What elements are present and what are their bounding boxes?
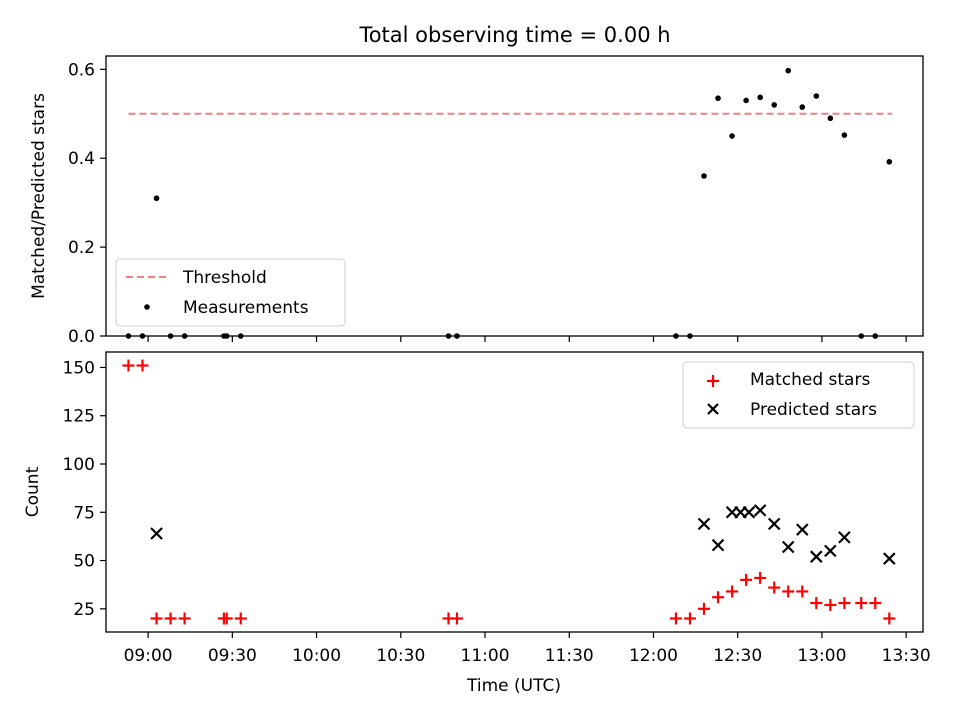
bottom-y-axis-label: Count	[23, 466, 43, 517]
predicted-star-point	[883, 552, 896, 565]
matched-star-point	[869, 597, 882, 610]
predicted-star-point	[810, 550, 823, 563]
predicted-star-point	[711, 538, 725, 552]
predicted-star-point	[781, 540, 795, 554]
top-yticks: 0.0 0.2 0.4 0.6	[68, 60, 106, 347]
bottom-legend: Matched stars Predicted stars	[682, 361, 915, 429]
matched-star-point	[164, 612, 177, 625]
bottom-ytick-label: 125	[63, 407, 95, 427]
figure-title: Total observing time = 0.00 h	[358, 23, 670, 47]
bottom-yticks: 25 50 75 100 125 150	[63, 358, 106, 620]
measurement-point	[715, 95, 721, 102]
predicted-star-point	[767, 517, 781, 531]
matched-star-point	[122, 359, 135, 372]
bottom-ytick-label: 100	[63, 455, 95, 475]
top-legend: Threshold Measurements	[115, 258, 346, 327]
legend-measurements-label: Measurements	[183, 298, 309, 318]
bottom-ytick-label: 150	[63, 358, 95, 378]
matched-star-point	[712, 591, 725, 604]
bottom-panel-frame	[105, 351, 924, 633]
bottom-xtick-label: 12:30	[713, 646, 762, 666]
predicted-star-point	[742, 505, 756, 519]
measurement-point	[743, 97, 749, 104]
matched-star-point	[796, 585, 809, 598]
bottom-xtick-label: 09:30	[208, 646, 257, 666]
matched-star-point	[782, 585, 795, 598]
bottom-ytick-label: 75	[73, 503, 95, 523]
top-ytick-label: 0.2	[68, 238, 95, 258]
measurement-point	[813, 93, 820, 99]
measurement-point	[785, 67, 792, 74]
matched-star-point	[220, 612, 233, 625]
bottom-xtick-label: 11:30	[545, 646, 594, 666]
matched-star-point	[698, 602, 711, 615]
matched-star-point	[838, 597, 851, 610]
matched-star-point	[150, 612, 163, 625]
legend-matched-swatch	[707, 375, 719, 387]
matched-star-point	[810, 597, 823, 610]
matched-star-point	[683, 612, 696, 625]
matched-star-point	[450, 612, 463, 625]
top-ytick-label: 0.0	[68, 327, 95, 347]
measurement-point	[841, 132, 848, 138]
predicted-star-point	[795, 523, 809, 536]
top-panel-frame	[105, 55, 924, 337]
matched-star-point	[855, 597, 868, 610]
bottom-panel-marks	[122, 359, 896, 625]
matched-star-point	[136, 359, 149, 372]
bottom-ytick-label: 50	[73, 552, 95, 572]
matched-star-point	[768, 581, 781, 594]
top-ytick-label: 0.4	[68, 149, 95, 169]
matched-star-point	[883, 612, 896, 625]
measurement-point	[771, 102, 777, 108]
bottom-xtick-label: 13:30	[882, 646, 931, 666]
measurement-point	[757, 94, 763, 101]
measurement-point	[153, 195, 160, 202]
matched-star-point	[754, 571, 767, 584]
measurement-point	[701, 173, 707, 179]
top-xticks	[147, 336, 907, 342]
legend-predicted-swatch	[707, 403, 719, 415]
measurement-point	[886, 158, 893, 165]
legend-threshold-label: Threshold	[182, 268, 267, 288]
legend-measurements-swatch	[144, 304, 150, 310]
top-ytick-label: 0.6	[68, 60, 95, 80]
bottom-xticks: 09:00 09:30 10:00 10:30 11:00 11:30 12:00 12:30…	[124, 632, 931, 666]
predicted-star-point	[150, 527, 163, 540]
matched-star-point	[726, 585, 739, 598]
measurement-point	[729, 133, 735, 139]
x-axis-label: Time (UTC)	[466, 676, 561, 696]
bottom-xtick-label: 09:00	[124, 646, 173, 666]
matched-star-point	[234, 612, 247, 625]
bottom-panel: 25 50 75 100 125 150 09:00 09:30 10:00 10:30 11:0…	[23, 351, 931, 696]
matched-star-point	[669, 612, 682, 625]
top-legend-box	[115, 258, 346, 327]
predicted-star-point	[824, 544, 837, 558]
top-panel: 0.0 0.2 0.4 0.6 Matched/Predicted stars Thr…	[29, 55, 924, 347]
bottom-ytick-label: 25	[73, 600, 95, 620]
predicted-star-point	[753, 504, 767, 517]
bottom-legend-box	[682, 361, 915, 429]
bottom-xtick-label: 10:00	[292, 646, 341, 666]
matched-star-point	[740, 573, 753, 586]
bottom-xtick-label: 10:30	[376, 646, 425, 666]
bottom-xtick-label: 11:00	[461, 646, 510, 666]
legend-predicted-label: Predicted stars	[750, 400, 877, 420]
bottom-xtick-label: 12:00	[629, 646, 678, 666]
measurement-point	[799, 104, 806, 110]
bottom-xtick-label: 13:00	[797, 646, 846, 666]
predicted-star-point	[838, 531, 851, 544]
matched-star-point	[824, 598, 837, 611]
predicted-star-point	[697, 517, 711, 531]
matched-star-point	[178, 612, 191, 625]
measurement-point	[827, 115, 834, 122]
top-y-axis-label: Matched/Predicted stars	[29, 93, 49, 299]
legend-matched-label: Matched stars	[750, 370, 870, 390]
